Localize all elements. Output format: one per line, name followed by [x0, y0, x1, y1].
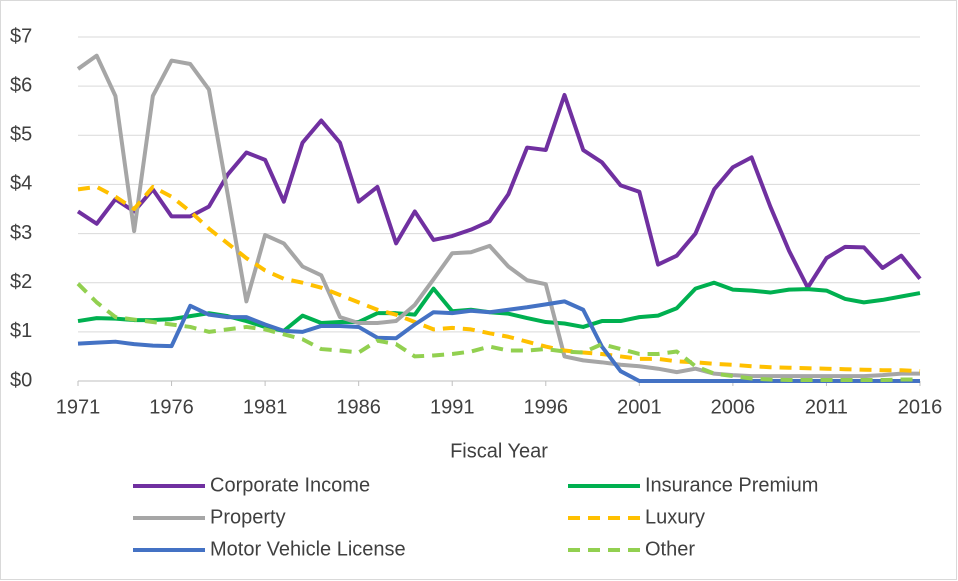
legend-label: Insurance Premium — [645, 474, 818, 496]
x-tick-label: 2001 — [617, 396, 662, 418]
y-tick-label: $1 — [10, 320, 32, 342]
x-tick-label: 1971 — [56, 396, 101, 418]
legend-label: Other — [645, 538, 695, 560]
y-tick-label: $6 — [10, 74, 32, 96]
series-line — [76, 53, 920, 379]
y-tick-label: $7 — [10, 25, 32, 47]
x-tick-label: 1976 — [149, 396, 194, 418]
series-line — [77, 299, 920, 383]
x-axis-label: Fiscal Year — [450, 440, 548, 462]
y-tick-label: $2 — [10, 271, 32, 293]
x-tick-label: 2016 — [898, 396, 943, 418]
legend-label: Corporate Income — [210, 474, 370, 496]
y-tick-label: $4 — [10, 173, 32, 195]
x-tick-label: 1986 — [336, 396, 381, 418]
y-tick-label: $5 — [10, 124, 32, 146]
legend-label: Property — [210, 506, 286, 528]
x-tick-label: 2011 — [805, 396, 848, 418]
y-tick-label: $0 — [10, 369, 32, 391]
series-line — [76, 282, 920, 383]
x-tick-label: 1996 — [524, 396, 569, 418]
series-line — [76, 92, 922, 290]
x-tick-label: 1991 — [430, 396, 475, 418]
legend-label: Motor Vehicle License — [210, 538, 406, 560]
x-tick-label: 1981 — [243, 396, 288, 418]
series-line — [77, 184, 921, 374]
x-tick-label: 2006 — [711, 396, 756, 418]
y-tick-label: $3 — [10, 222, 32, 244]
legend-label: Luxury — [645, 506, 705, 528]
